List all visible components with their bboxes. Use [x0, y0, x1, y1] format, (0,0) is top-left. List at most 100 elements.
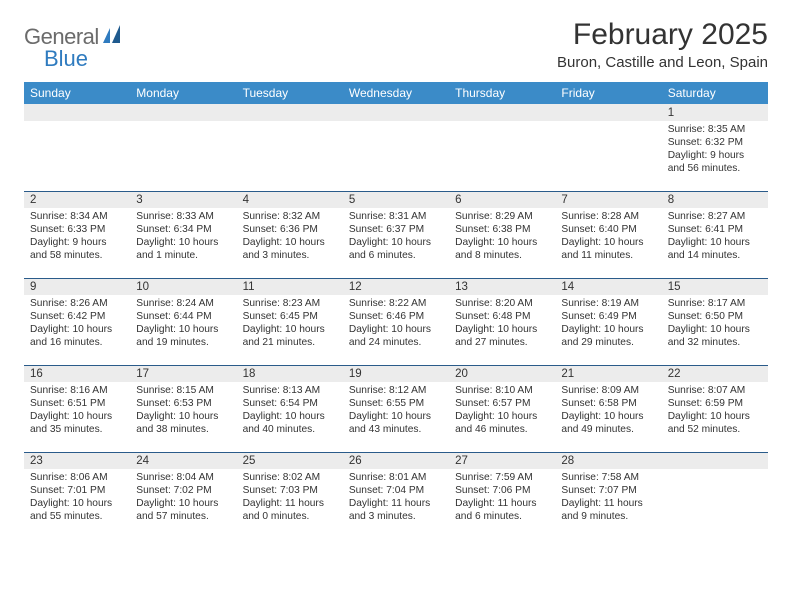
day1-text: Daylight: 10 hours — [136, 236, 230, 249]
day1-text: Daylight: 9 hours — [668, 149, 762, 162]
day-number-row: 2345678 — [24, 191, 768, 208]
day-number-cell: 4 — [237, 191, 343, 208]
day-number-cell: 6 — [449, 191, 555, 208]
day2-text: and 9 minutes. — [561, 510, 655, 523]
day2-text: and 21 minutes. — [243, 336, 337, 349]
day-number-cell: 9 — [24, 278, 130, 295]
day1-text: Daylight: 10 hours — [30, 497, 124, 510]
day2-text: and 46 minutes. — [455, 423, 549, 436]
sunset-text: Sunset: 7:03 PM — [243, 484, 337, 497]
day1-text: Daylight: 10 hours — [243, 410, 337, 423]
day-detail-cell: Sunrise: 8:16 AMSunset: 6:51 PMDaylight:… — [24, 382, 130, 452]
logo-stack: General Blue — [24, 24, 127, 72]
day1-text: Daylight: 10 hours — [349, 323, 443, 336]
sunset-text: Sunset: 6:40 PM — [561, 223, 655, 236]
day2-text: and 27 minutes. — [455, 336, 549, 349]
day1-text: Daylight: 10 hours — [136, 497, 230, 510]
sunset-text: Sunset: 6:46 PM — [349, 310, 443, 323]
day-detail-cell: Sunrise: 8:12 AMSunset: 6:55 PMDaylight:… — [343, 382, 449, 452]
day-number-cell: 1 — [662, 104, 768, 121]
day2-text: and 58 minutes. — [30, 249, 124, 262]
day1-text: Daylight: 9 hours — [30, 236, 124, 249]
day-number-cell: 13 — [449, 278, 555, 295]
day-detail-cell — [24, 121, 130, 191]
day-detail-cell: Sunrise: 8:19 AMSunset: 6:49 PMDaylight:… — [555, 295, 661, 365]
sunset-text: Sunset: 6:50 PM — [668, 310, 762, 323]
day-number-cell: 27 — [449, 452, 555, 469]
day-number-cell: 24 — [130, 452, 236, 469]
day1-text: Daylight: 11 hours — [349, 497, 443, 510]
sunset-text: Sunset: 6:49 PM — [561, 310, 655, 323]
day-detail-cell — [343, 121, 449, 191]
sunset-text: Sunset: 6:44 PM — [136, 310, 230, 323]
sunset-text: Sunset: 6:32 PM — [668, 136, 762, 149]
day-detail-row: Sunrise: 8:34 AMSunset: 6:33 PMDaylight:… — [24, 208, 768, 278]
day2-text: and 24 minutes. — [349, 336, 443, 349]
weekday-header: Tuesday — [237, 82, 343, 104]
day-detail-cell: Sunrise: 7:58 AMSunset: 7:07 PMDaylight:… — [555, 469, 661, 539]
day-detail-cell: Sunrise: 8:27 AMSunset: 6:41 PMDaylight:… — [662, 208, 768, 278]
day2-text: and 35 minutes. — [30, 423, 124, 436]
sunset-text: Sunset: 6:59 PM — [668, 397, 762, 410]
day-number-cell — [130, 104, 236, 121]
sunset-text: Sunset: 7:06 PM — [455, 484, 549, 497]
day-detail-row: Sunrise: 8:35 AMSunset: 6:32 PMDaylight:… — [24, 121, 768, 191]
day2-text: and 1 minute. — [136, 249, 230, 262]
day2-text: and 57 minutes. — [136, 510, 230, 523]
day2-text: and 3 minutes. — [349, 510, 443, 523]
sunset-text: Sunset: 6:33 PM — [30, 223, 124, 236]
day2-text: and 56 minutes. — [668, 162, 762, 175]
day-detail-cell: Sunrise: 8:02 AMSunset: 7:03 PMDaylight:… — [237, 469, 343, 539]
location-text: Buron, Castille and Leon, Spain — [557, 54, 768, 71]
sunset-text: Sunset: 6:53 PM — [136, 397, 230, 410]
day-number-row: 1 — [24, 104, 768, 121]
sunset-text: Sunset: 6:55 PM — [349, 397, 443, 410]
day-detail-row: Sunrise: 8:16 AMSunset: 6:51 PMDaylight:… — [24, 382, 768, 452]
day-detail-cell — [555, 121, 661, 191]
sunset-text: Sunset: 6:51 PM — [30, 397, 124, 410]
day2-text: and 38 minutes. — [136, 423, 230, 436]
sunset-text: Sunset: 6:48 PM — [455, 310, 549, 323]
calendar-page: General Blue February 2025 Buron, Castil… — [0, 0, 792, 551]
sunrise-text: Sunrise: 8:13 AM — [243, 384, 337, 397]
day-number-row: 16171819202122 — [24, 365, 768, 382]
day-detail-cell: Sunrise: 8:29 AMSunset: 6:38 PMDaylight:… — [449, 208, 555, 278]
day-detail-cell: Sunrise: 8:20 AMSunset: 6:48 PMDaylight:… — [449, 295, 555, 365]
day1-text: Daylight: 10 hours — [30, 410, 124, 423]
day1-text: Daylight: 10 hours — [455, 410, 549, 423]
header: General Blue February 2025 Buron, Castil… — [24, 18, 768, 72]
day-number-cell: 10 — [130, 278, 236, 295]
logo: General Blue — [24, 24, 127, 72]
day1-text: Daylight: 10 hours — [561, 236, 655, 249]
weekday-header: Sunday — [24, 82, 130, 104]
sunset-text: Sunset: 6:41 PM — [668, 223, 762, 236]
sunrise-text: Sunrise: 8:28 AM — [561, 210, 655, 223]
day-detail-cell — [237, 121, 343, 191]
day-detail-cell: Sunrise: 8:22 AMSunset: 6:46 PMDaylight:… — [343, 295, 449, 365]
sunrise-text: Sunrise: 8:01 AM — [349, 471, 443, 484]
day-number-cell: 22 — [662, 365, 768, 382]
day2-text: and 6 minutes. — [455, 510, 549, 523]
day2-text: and 3 minutes. — [243, 249, 337, 262]
day-number-cell — [24, 104, 130, 121]
day-detail-cell: Sunrise: 8:24 AMSunset: 6:44 PMDaylight:… — [130, 295, 236, 365]
day-number-cell: 2 — [24, 191, 130, 208]
day-detail-cell — [662, 469, 768, 539]
day1-text: Daylight: 11 hours — [561, 497, 655, 510]
sunrise-text: Sunrise: 8:06 AM — [30, 471, 124, 484]
sunset-text: Sunset: 7:01 PM — [30, 484, 124, 497]
day-number-cell: 21 — [555, 365, 661, 382]
day-detail-cell: Sunrise: 8:32 AMSunset: 6:36 PMDaylight:… — [237, 208, 343, 278]
day-detail-cell: Sunrise: 8:13 AMSunset: 6:54 PMDaylight:… — [237, 382, 343, 452]
day-detail-cell: Sunrise: 8:34 AMSunset: 6:33 PMDaylight:… — [24, 208, 130, 278]
day2-text: and 16 minutes. — [30, 336, 124, 349]
sunrise-text: Sunrise: 8:10 AM — [455, 384, 549, 397]
sunrise-text: Sunrise: 8:33 AM — [136, 210, 230, 223]
day-number-row: 9101112131415 — [24, 278, 768, 295]
weekday-header: Thursday — [449, 82, 555, 104]
day-number-cell: 12 — [343, 278, 449, 295]
day-detail-cell: Sunrise: 8:09 AMSunset: 6:58 PMDaylight:… — [555, 382, 661, 452]
sunrise-text: Sunrise: 8:20 AM — [455, 297, 549, 310]
sunset-text: Sunset: 6:42 PM — [30, 310, 124, 323]
day1-text: Daylight: 10 hours — [561, 323, 655, 336]
